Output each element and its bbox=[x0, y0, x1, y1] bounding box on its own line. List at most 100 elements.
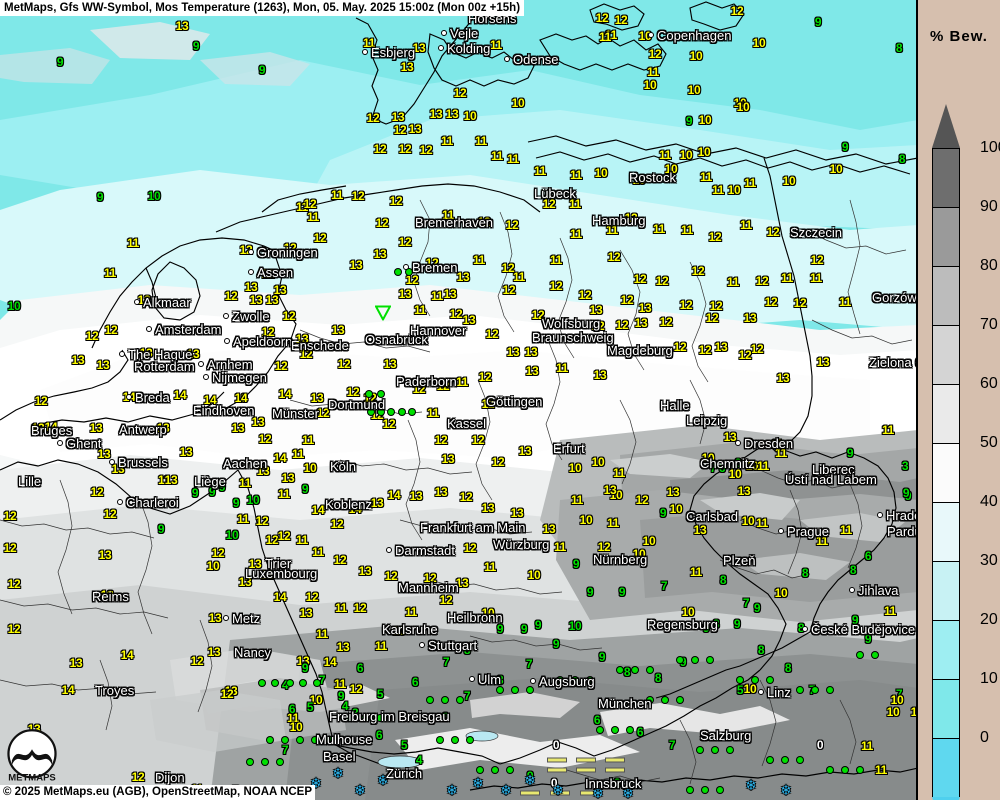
city-marker-dot bbox=[877, 512, 883, 518]
city-marker-dot bbox=[57, 440, 63, 446]
rain-dot-symbol bbox=[662, 697, 668, 703]
station-temperature: 10 bbox=[7, 299, 21, 313]
city-label: Zürich bbox=[386, 766, 423, 781]
station-temperature: 14 bbox=[61, 683, 75, 697]
city-marker-dot bbox=[758, 689, 764, 695]
colorbar-segment bbox=[932, 266, 960, 325]
station-temperature: 13 bbox=[281, 471, 295, 485]
rain-dot-symbol bbox=[827, 687, 833, 693]
station-temperature: 10 bbox=[594, 166, 608, 180]
station-temperature: 10 bbox=[579, 513, 593, 527]
station-temperature: 11 bbox=[103, 266, 117, 280]
city-label: Linz bbox=[767, 685, 791, 700]
city-label: Ulm bbox=[478, 672, 502, 687]
station-temperature: 12 bbox=[764, 295, 778, 309]
station-temperature: 14 bbox=[387, 488, 401, 502]
station-temperature: 9 bbox=[702, 621, 710, 635]
station-temperature: 12 bbox=[655, 274, 669, 288]
station-temperature: 13 bbox=[139, 346, 153, 360]
station-temperature: 9 bbox=[851, 613, 859, 627]
map-canvas[interactable]: ❄ ❄ ❄ ❄ ❄ ❄ ❄ ❄ ❄ ❄ ❄ ❄ ❄ 9 9 9 9 10 10 11 11 13 13 11 13 11 12 12 1… bbox=[0, 0, 918, 800]
station-temperature: 7 bbox=[668, 738, 676, 752]
rain-dot-symbol bbox=[767, 677, 773, 683]
station-temperature: 11 bbox=[295, 200, 309, 214]
station-temperature: 12 bbox=[303, 197, 317, 211]
city-label: Dijon bbox=[155, 770, 185, 785]
station-temperature: 12 bbox=[373, 142, 387, 156]
city-label: Hannover bbox=[410, 323, 467, 338]
station-temperature: 6 bbox=[411, 675, 419, 689]
station-temperature: 12 bbox=[316, 406, 330, 420]
rain-dot-symbol bbox=[767, 757, 773, 763]
station-temperature: 0 bbox=[550, 776, 558, 790]
station-temperature: 13 bbox=[518, 444, 532, 458]
station-temperature: 13 bbox=[510, 506, 524, 520]
station-temperature: 13 bbox=[336, 640, 350, 654]
station-temperature: 12 bbox=[190, 654, 204, 668]
station-temperature: 11 bbox=[236, 512, 250, 526]
station-temperature: 13 bbox=[737, 484, 751, 498]
station-temperature: 4 bbox=[341, 699, 349, 713]
station-temperature: 13 bbox=[296, 654, 310, 668]
city-marker-dot bbox=[223, 313, 229, 319]
colorbar-tick: 100 bbox=[980, 139, 1000, 156]
station-temperature: 6 bbox=[375, 728, 383, 742]
city-label: Odense bbox=[513, 52, 559, 67]
station-temperature: 10 bbox=[910, 705, 918, 719]
station-temperature: 13 bbox=[186, 347, 200, 361]
station-temperature: 10 bbox=[463, 109, 477, 123]
city-label: Karlsruhe bbox=[382, 622, 438, 637]
station-temperature: 11 bbox=[743, 176, 757, 190]
station-temperature: 12 bbox=[398, 235, 412, 249]
station-temperature: 13 bbox=[331, 323, 345, 337]
station-temperature: 11 bbox=[883, 604, 897, 618]
station-temperature: 12 bbox=[299, 347, 313, 361]
station-temperature: 10 bbox=[632, 547, 646, 561]
station-temperature: 12 bbox=[635, 493, 649, 507]
station-temperature: 9 bbox=[679, 655, 687, 669]
station-temperature: 13 bbox=[412, 41, 426, 55]
city-label: Erfurt bbox=[553, 441, 585, 456]
colorbar[interactable]: 1009080706050403020100 bbox=[932, 104, 1000, 800]
station-temperature: 12 bbox=[755, 274, 769, 288]
metmaps-logo-icon: METMAPS bbox=[7, 729, 57, 784]
city-marker-dot bbox=[419, 642, 425, 648]
map-title: MetMaps, Gfs WW-Symbol, Mos Temperature … bbox=[0, 0, 525, 16]
colorbar-top-arrow bbox=[932, 104, 960, 148]
station-temperature: 12 bbox=[730, 4, 744, 18]
station-temperature: 9 bbox=[552, 637, 560, 651]
station-temperature: 11 bbox=[839, 523, 853, 537]
station-temperature: 11 bbox=[605, 223, 619, 237]
rain-dot-symbol bbox=[527, 687, 533, 693]
station-temperature: 13 bbox=[31, 421, 45, 435]
station-temperature: 12 bbox=[282, 309, 296, 323]
city-label: Göttingen bbox=[486, 394, 543, 409]
city-marker-dot bbox=[469, 676, 475, 682]
station-temperature: 12 bbox=[3, 541, 17, 555]
station-temperature: 12 bbox=[305, 590, 319, 604]
station-temperature: 9 bbox=[157, 522, 165, 536]
rain-dot-symbol bbox=[677, 697, 683, 703]
city-label: München bbox=[598, 696, 652, 711]
station-temperature: 9 bbox=[526, 769, 534, 783]
rain-dot-symbol bbox=[467, 737, 473, 743]
station-temperature: 10 bbox=[728, 467, 742, 481]
station-temperature: 9 bbox=[753, 601, 761, 615]
rain-dot-symbol bbox=[378, 391, 384, 397]
city-marker-dot bbox=[248, 269, 254, 275]
rain-dot-symbol bbox=[812, 687, 818, 693]
station-temperature: 11 bbox=[301, 433, 315, 447]
station-temperature: 8 bbox=[654, 671, 662, 685]
station-temperature: 11 bbox=[413, 303, 427, 317]
station-temperature: 12 bbox=[104, 323, 118, 337]
station-temperature: 13 bbox=[666, 485, 680, 499]
station-temperature: 11 bbox=[555, 361, 569, 375]
station-temperature: 12 bbox=[491, 455, 505, 469]
rain-dot-symbol bbox=[368, 409, 374, 415]
city-label: Alkmaar bbox=[143, 295, 191, 310]
station-temperature: 12 bbox=[337, 357, 351, 371]
city-label: Basel bbox=[323, 749, 356, 764]
colorbar-segment bbox=[932, 620, 960, 679]
city-label: Enschede bbox=[291, 338, 349, 353]
station-temperature: 10 bbox=[643, 78, 657, 92]
